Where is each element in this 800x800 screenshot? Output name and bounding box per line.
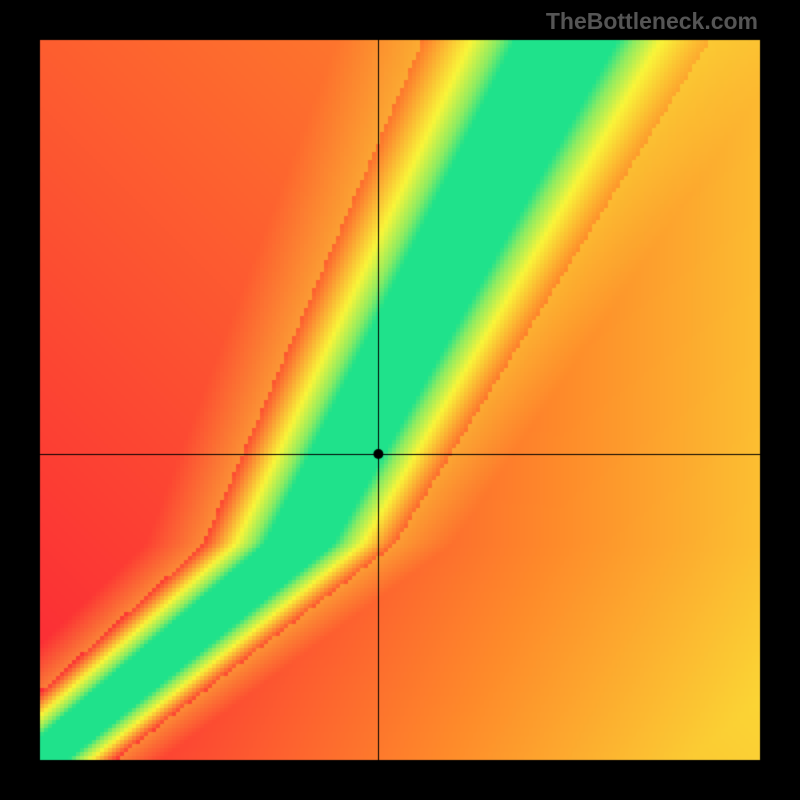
bottleneck-heatmap <box>0 0 800 800</box>
chart-container: TheBottleneck.com <box>0 0 800 800</box>
watermark-text: TheBottleneck.com <box>546 8 758 35</box>
